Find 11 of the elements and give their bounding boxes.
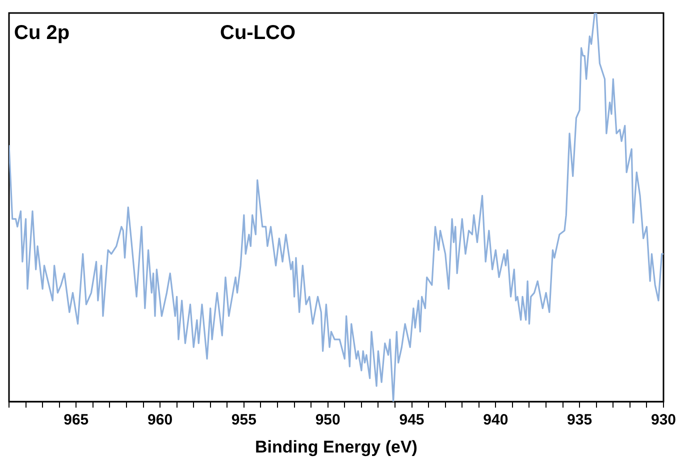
x-tick-label: 940 [483,412,508,429]
annotation: Cu-LCO [220,22,296,45]
annotation: Cu 2p [14,22,70,45]
x-tick-label: 935 [567,412,592,429]
x-axis-title: Binding Energy (eV) [255,437,418,456]
x-tick-label: 960 [148,412,173,429]
x-tick-label: 965 [64,412,89,429]
x-tick-label: 955 [231,412,256,429]
x-tick-label: 950 [315,412,340,429]
x-tick-label: 945 [399,412,424,429]
x-tick-label: 930 [650,412,676,429]
